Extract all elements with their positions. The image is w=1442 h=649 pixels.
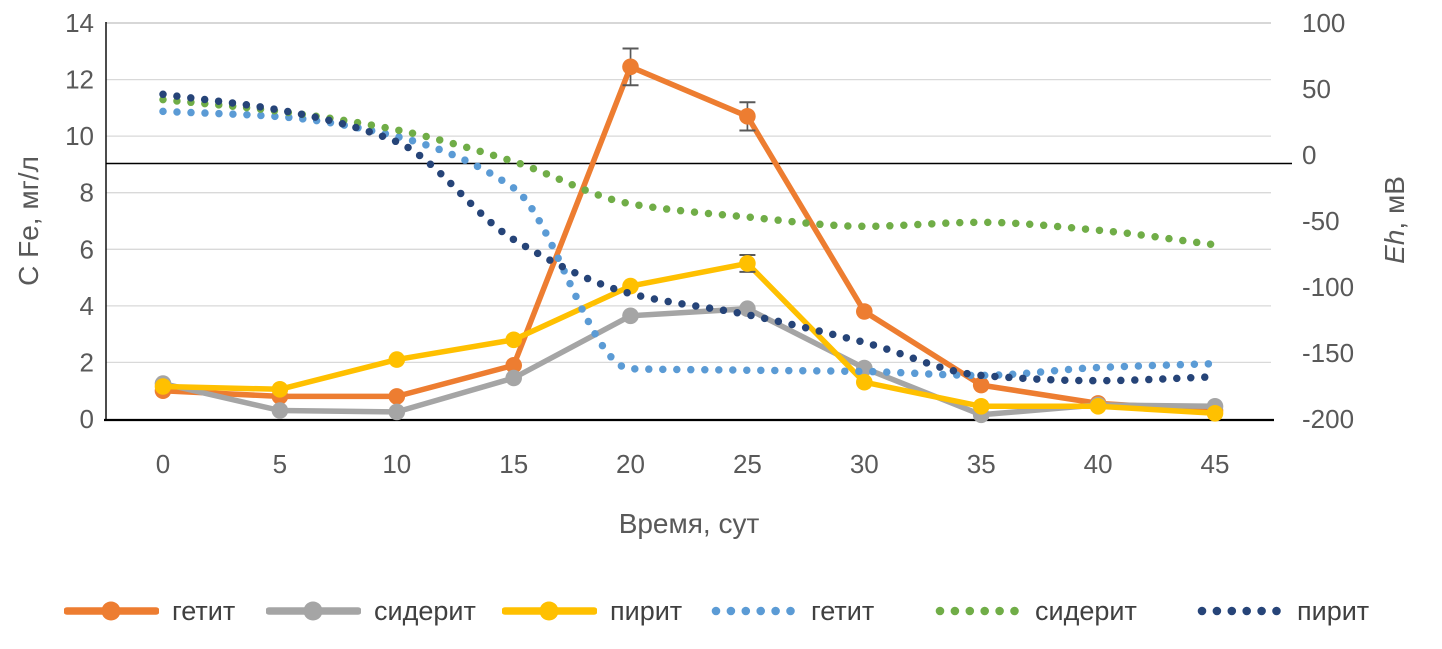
marker-пирит: [1089, 398, 1107, 415]
legend-dotted-line-sample: [711, 606, 795, 616]
y-right-tick-label: 100: [1302, 8, 1345, 38]
marker-гетит: [388, 388, 406, 405]
marker-сидерит: [271, 402, 289, 419]
marker-сидерит: [622, 307, 639, 325]
y-right-axis-title: Eh, мВ: [1379, 176, 1410, 264]
series-line-сидерит-мг/л: [162, 305, 1216, 418]
x-tick-label: 20: [616, 449, 645, 479]
legend-dot: [935, 606, 945, 616]
legend-marker: [303, 601, 323, 621]
series-line-гетит-мг/л: [162, 64, 1216, 414]
dual-axis-line-chart: 0 5 10 15 20 25 30 35 40 45 0 2 4 6 8 10 12 14 100 50 0 -50 -1…: [13, 8, 1410, 539]
x-tick-label: 10: [382, 449, 411, 479]
legend-label: пирит: [610, 596, 683, 626]
legend-solid-line-sample: [502, 601, 597, 621]
legend-dot: [1242, 606, 1251, 616]
legend-dot: [726, 606, 736, 616]
y-right-tick-label: -50: [1302, 206, 1340, 236]
y-right-title-units: , мВ: [1379, 176, 1410, 229]
x-tick-label: 25: [733, 449, 762, 479]
series-dotted-гетит-мВ: [159, 107, 1219, 380]
y-right-tick-label: 0: [1302, 140, 1316, 170]
marker-гетит: [505, 357, 522, 374]
series-line-пирит-мг/л: [162, 260, 1216, 417]
legend-dot: [1197, 606, 1207, 616]
marker-пирит: [505, 331, 522, 349]
marker-пирит: [271, 381, 289, 398]
marker-гетит: [972, 376, 990, 394]
legend-item-сидерит-dotted: сидерит: [934, 594, 1137, 628]
y-left-tick-label: 10: [65, 121, 94, 151]
series-dotted-пирит-мВ: [159, 90, 1219, 385]
legend-dot: [1257, 606, 1266, 616]
y-left-tick-label: 14: [65, 8, 94, 38]
legend-dot: [965, 606, 975, 616]
legend-item-гетит-dotted: гетит: [710, 594, 874, 628]
legend-dot: [756, 606, 765, 616]
legend-label: гетит: [172, 596, 236, 626]
legend-dot: [1227, 606, 1237, 616]
legend-label: сидерит: [1035, 596, 1137, 626]
legend-dot: [786, 606, 795, 616]
y-left-tick-label: 4: [80, 291, 94, 321]
marker-пирит: [154, 378, 172, 395]
legend-dot: [741, 606, 751, 616]
x-axis-title: Время, сут: [619, 508, 760, 539]
legend-dot: [711, 606, 721, 616]
y-left-axis-title: С Fe, мг/л: [13, 156, 44, 286]
y-left-tick-label: 6: [80, 234, 94, 264]
legend-item-гетит-solid: гетит: [64, 594, 235, 628]
legend-dot: [771, 606, 780, 616]
x-tick-label: 30: [850, 449, 879, 479]
legend-item-пирит-solid: пирит: [502, 594, 682, 628]
legend-dotted-line-sample: [935, 606, 1019, 616]
y-right-tick-label: -150: [1302, 338, 1354, 368]
legend-item-пирит-dotted: пирит: [1196, 594, 1369, 628]
series-dotted-сидерит-мВ: [159, 95, 1219, 249]
legend-dot: [1212, 606, 1222, 616]
marker-гетит: [739, 108, 756, 125]
legend-dot: [950, 606, 960, 616]
legend-solid-line-sample: [266, 601, 361, 621]
legend-dot: [1010, 606, 1019, 616]
legend-solid-line-sample: [64, 601, 159, 621]
marker-пирит: [739, 255, 756, 272]
x-tick-label: 5: [273, 449, 287, 479]
x-tick-label: 40: [1084, 449, 1113, 479]
legend-label: гетит: [811, 596, 875, 626]
marker-пирит: [1206, 405, 1224, 422]
y-left-tick-label: 8: [80, 178, 94, 208]
x-tick-label: 45: [1201, 449, 1230, 479]
legend-marker: [539, 601, 559, 621]
x-tick-label: 35: [967, 449, 996, 479]
y-right-tick-label: -200: [1302, 404, 1354, 434]
legend-item-сидерит-solid: сидерит: [266, 594, 476, 628]
y-left-tick-label: 0: [80, 404, 94, 434]
marker-гетит: [856, 303, 873, 320]
marker-пирит: [388, 351, 406, 368]
marker-пирит: [972, 398, 990, 415]
legend-dot: [1272, 606, 1281, 616]
marker-пирит: [856, 373, 873, 391]
legend-label: пирит: [1297, 596, 1370, 626]
y-right-tick-label: 50: [1302, 74, 1331, 104]
y-right-title-italic: Eh: [1379, 230, 1410, 264]
marker-гетит: [622, 58, 639, 76]
legend-marker: [101, 601, 121, 621]
y-left-tick-label: 12: [65, 65, 94, 95]
legend-dotted-line-sample: [1197, 606, 1281, 616]
x-tick-label: 0: [156, 449, 170, 479]
chart-legend: гетит сидерит пирит гетит сидерит пирит: [0, 594, 1442, 628]
marker-сидерит: [388, 403, 406, 421]
x-tick-label: 15: [499, 449, 528, 479]
legend-dot: [995, 606, 1004, 616]
legend-label: сидерит: [374, 596, 476, 626]
legend-dot: [980, 606, 989, 616]
y-left-tick-label: 2: [80, 347, 94, 377]
y-right-tick-label: -100: [1302, 272, 1354, 302]
marker-сидерит: [505, 369, 522, 387]
